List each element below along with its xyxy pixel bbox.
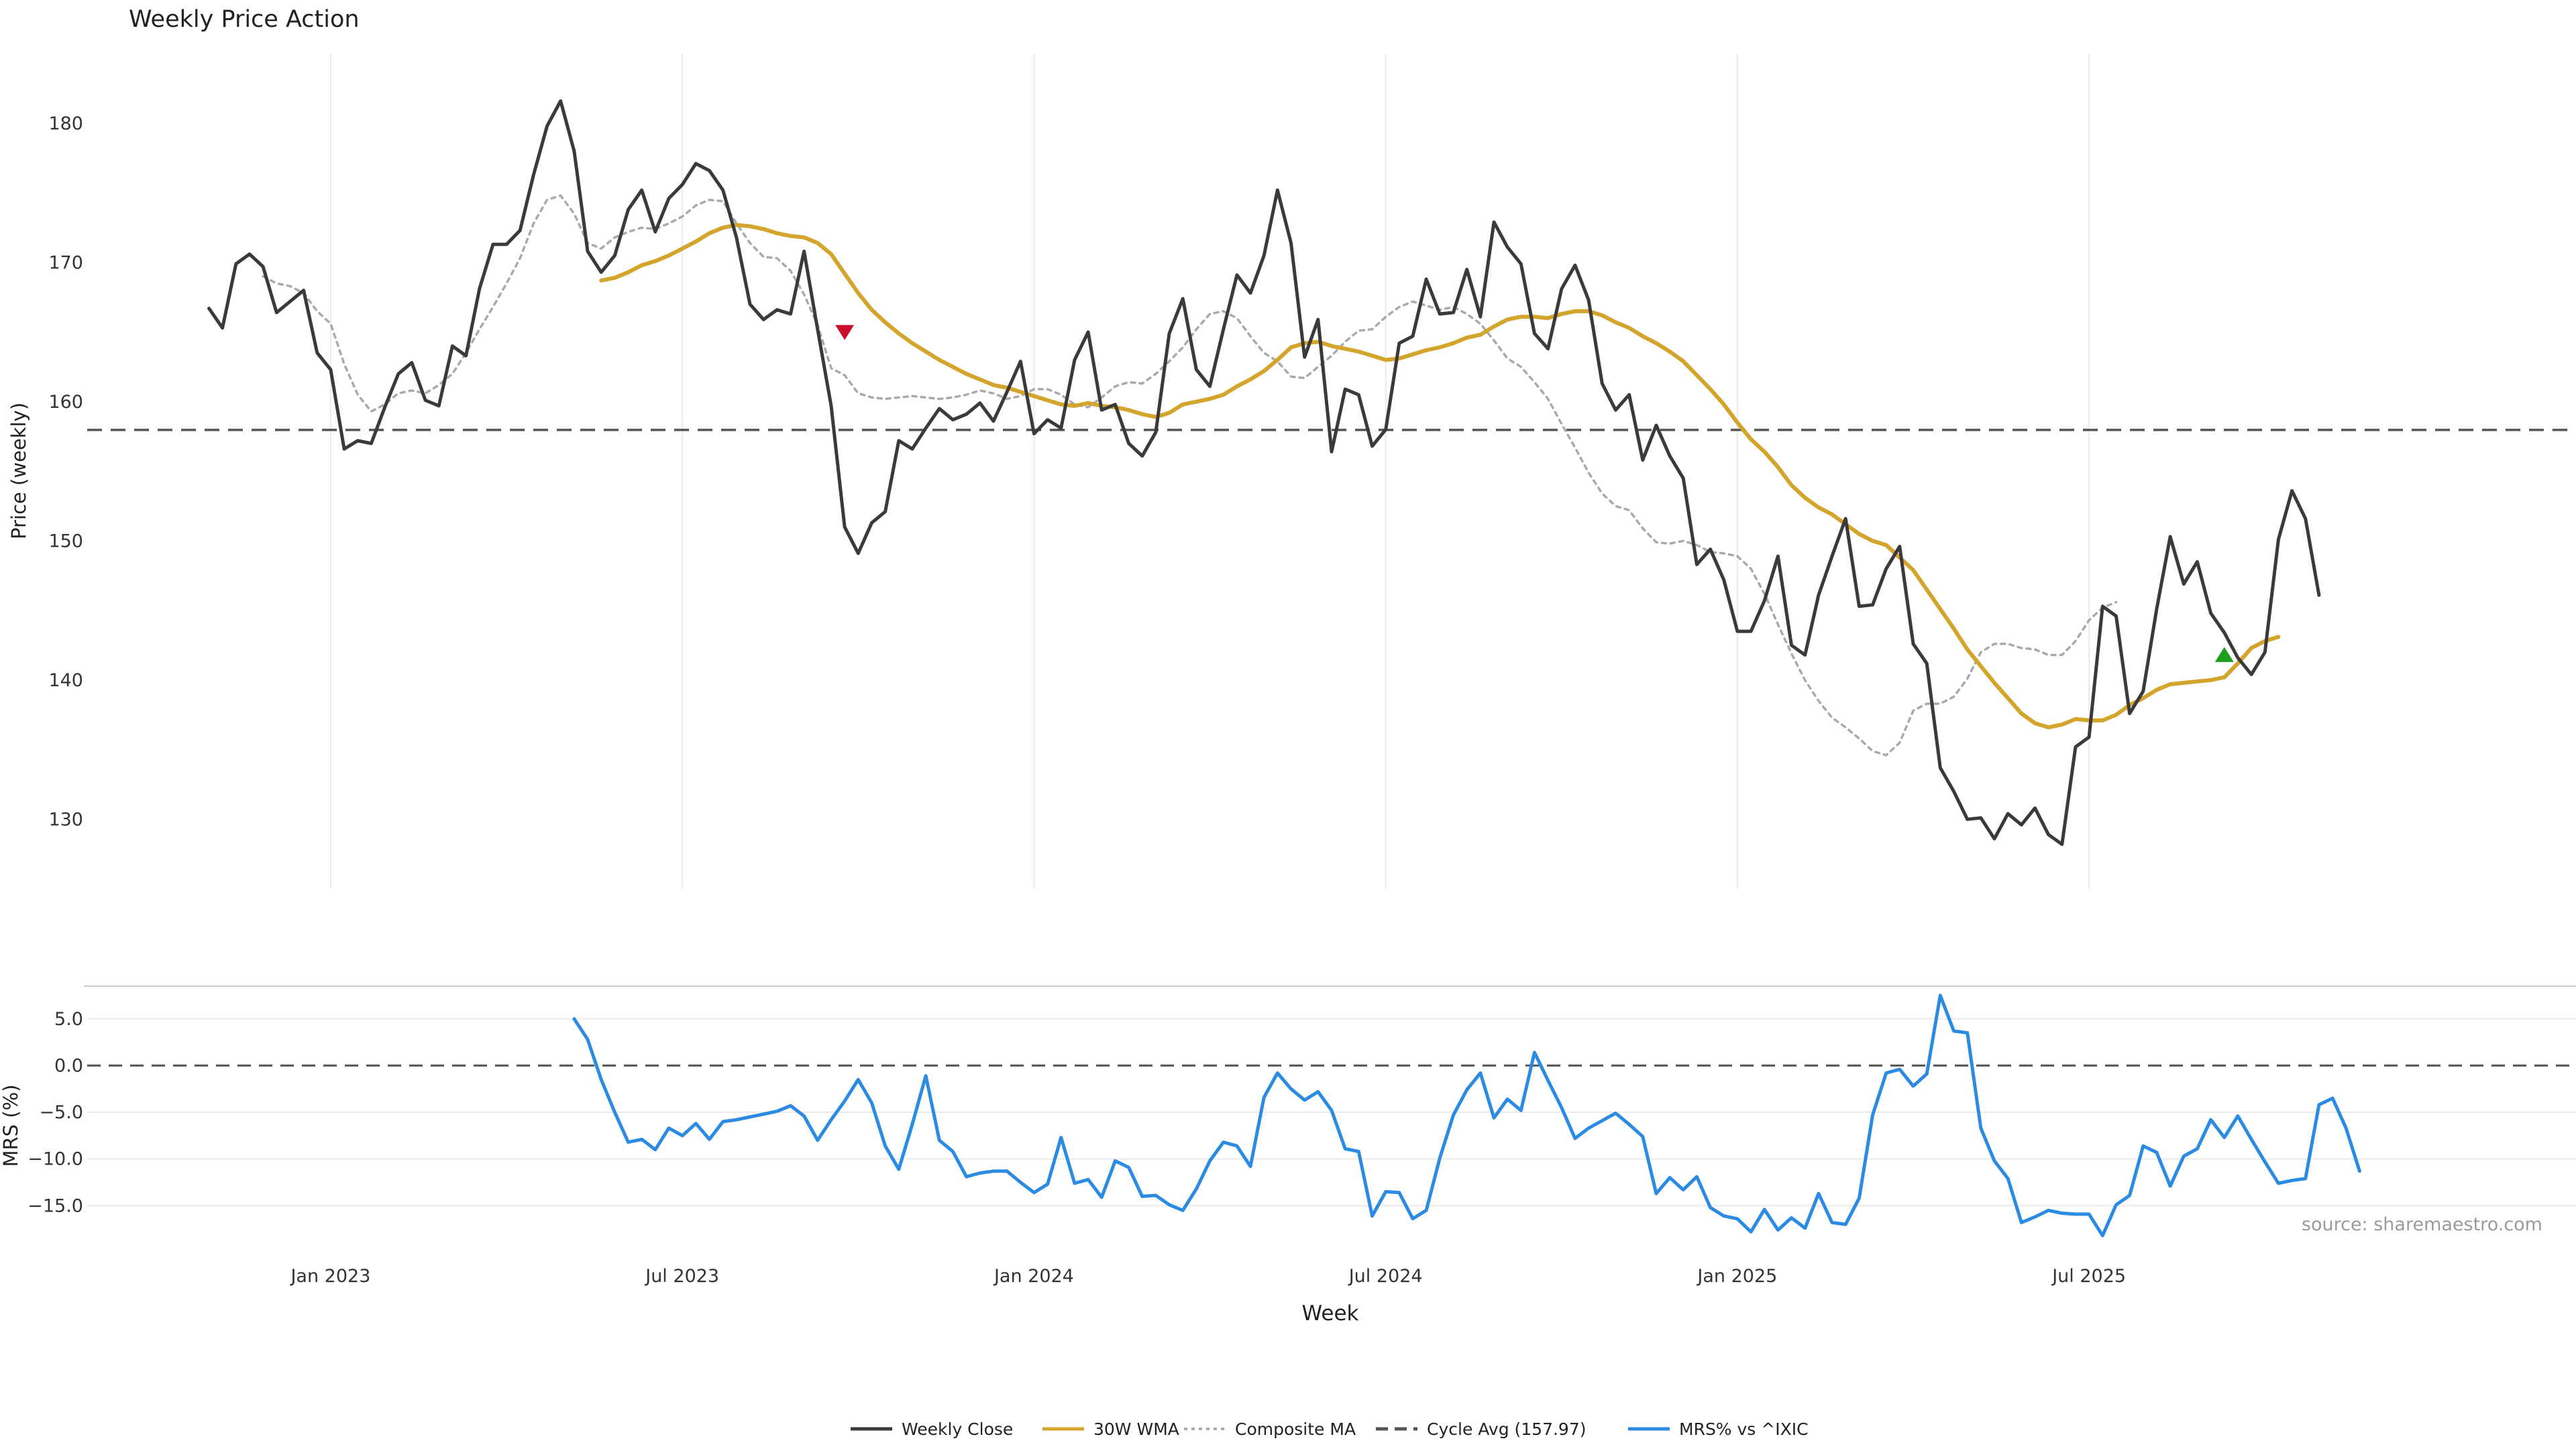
price-tick-170: 170 — [48, 252, 83, 273]
x-tick-jan-2025: Jan 2025 — [1696, 1266, 1777, 1287]
buy-signal-marker — [2214, 647, 2234, 662]
composite-ma-line — [262, 194, 2118, 757]
sell-signal-marker — [835, 325, 855, 340]
price-tick-160: 160 — [48, 392, 83, 413]
mrs-vs-ixic-line — [572, 994, 2361, 1238]
mrs-tick-5: 5.0 — [54, 1009, 83, 1030]
chart-legend: Weekly Close 30W WMA Composite MA Cycle Avg… — [851, 1419, 1809, 1439]
mrs-y-axis-label: MRS (%) — [0, 1085, 22, 1167]
mrs-tick-15: −15.0 — [28, 1195, 83, 1216]
price-tick-180: 180 — [48, 113, 83, 134]
price-y-ticks: 130 140 150 160 170 180 — [48, 113, 83, 830]
30w-wma-line — [599, 223, 2281, 730]
source-annotation: source: sharemaestro.com — [2302, 1214, 2542, 1235]
mrs-tick-5: −5.0 — [39, 1102, 83, 1123]
x-tick-jul-2023: Jul 2023 — [644, 1266, 719, 1287]
price-tick-150: 150 — [48, 531, 83, 551]
legend-label-30w-wma: 30W WMA — [1093, 1419, 1179, 1439]
x-tick-jul-2025: Jul 2025 — [2051, 1266, 2126, 1287]
price-y-axis-label: Price (weekly) — [7, 402, 30, 539]
mrs-series — [572, 994, 2361, 1238]
weekly-close-line — [207, 99, 2321, 847]
mrs-y-ticks: 5.0 0.0 −5.0 −10.0 −15.0 — [28, 1009, 83, 1217]
x-tick-jul-2024: Jul 2024 — [1348, 1266, 1423, 1287]
signal-markers — [835, 325, 2234, 662]
price-tick-130: 130 — [48, 809, 83, 830]
x-axis-label: Week — [1302, 1301, 1359, 1326]
legend-label-weekly-close: Weekly Close — [902, 1419, 1013, 1439]
price-tick-140: 140 — [48, 670, 83, 691]
price-chart-title: Weekly Price Action — [129, 6, 360, 33]
x-tick-jan-2023: Jan 2023 — [289, 1266, 370, 1287]
legend-label-mrs-vs-ixic: MRS% vs ^IXIC — [1679, 1419, 1809, 1439]
legend-label-cycle-avg-157-97: Cycle Avg (157.97) — [1427, 1419, 1587, 1439]
mrs-tick-0: 0.0 — [54, 1055, 83, 1076]
price-series — [207, 99, 2321, 847]
legend-label-composite-ma: Composite MA — [1235, 1419, 1356, 1439]
x-tick-jan-2024: Jan 2024 — [993, 1266, 1074, 1287]
x-axis-ticks: Jan 2023 Jul 2023 Jan 2024 Jul 2024 Jan 2025… — [289, 1266, 2126, 1287]
mrs-tick-10: −10.0 — [28, 1149, 83, 1170]
price-panel-grid — [329, 54, 2090, 889]
